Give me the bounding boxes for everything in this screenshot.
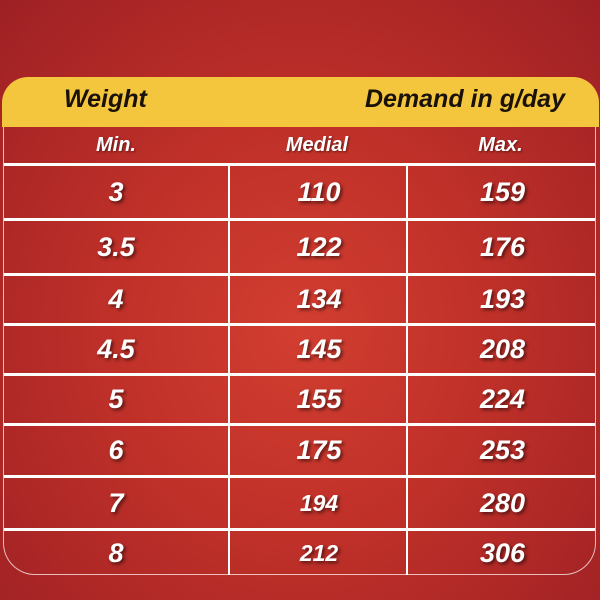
medial-cell: 122 [228, 221, 408, 273]
max-cell: 208 [406, 326, 597, 373]
min-column-header: Min. [96, 133, 136, 156]
table-row: 4 134 193 [4, 273, 595, 323]
max-cell: 253 [406, 426, 597, 475]
max-cell: 193 [406, 276, 597, 323]
weight-cell: 6 [108, 435, 124, 465]
table-row: 3.5 122 176 [4, 218, 595, 273]
weight-cell: 5 [108, 384, 124, 414]
table-row: 3 110 159 [4, 163, 595, 218]
table-row: 6 175 253 [4, 423, 595, 475]
medial-cell: 134 [228, 276, 408, 323]
weight-cell: 8 [108, 537, 124, 568]
max-cell: 280 [406, 478, 597, 528]
medial-column-header: Medial [285, 133, 349, 156]
max-column-header: Max. [478, 133, 523, 156]
max-cell: 306 [406, 531, 597, 575]
table-row: 8 212 306 [4, 528, 595, 575]
feeding-table: Min. Medial Max. 3 110 159 3.5 122 176 4 134 193… [3, 127, 596, 575]
max-cell: 176 [406, 221, 597, 273]
medial-cell: 110 [228, 166, 408, 218]
weight-cell: 3 [108, 176, 124, 207]
weight-heading: Weight [64, 85, 147, 113]
medial-cell: 212 [228, 531, 408, 575]
medial-cell: 155 [228, 376, 408, 423]
medial-cell: 145 [228, 326, 408, 373]
max-cell: 224 [406, 376, 597, 423]
medial-cell: 194 [228, 478, 408, 528]
weight-cell: 4.5 [97, 334, 135, 364]
table-row: 4.5 145 208 [4, 323, 595, 373]
medial-cell: 175 [228, 426, 408, 475]
table-row: 5 155 224 [4, 373, 595, 423]
weight-cell: 4 [108, 284, 124, 314]
table-header: Weight Demand in g/day [2, 77, 599, 127]
weight-cell: 3.5 [97, 231, 135, 262]
max-cell: 159 [406, 166, 597, 218]
weight-cell: 7 [108, 487, 124, 518]
demand-heading: Demand in g/day [364, 85, 565, 113]
table-row: 7 194 280 [4, 475, 595, 528]
